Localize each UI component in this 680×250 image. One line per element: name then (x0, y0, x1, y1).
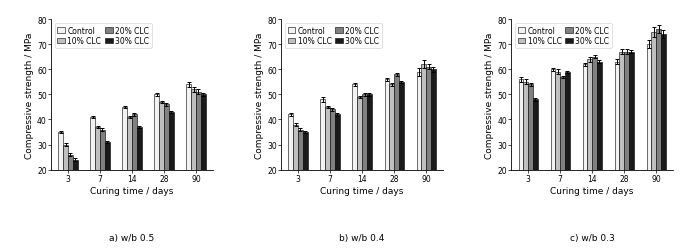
Bar (592, 58, 597, 220)
Bar (426, 68, 431, 220)
Bar (186, 85, 191, 220)
Bar (551, 70, 556, 220)
Bar (137, 128, 141, 220)
Bar (164, 105, 169, 220)
Bar (169, 112, 173, 220)
Bar (629, 52, 634, 220)
Bar (384, 80, 390, 220)
Bar (330, 110, 335, 220)
Bar (661, 35, 666, 220)
Bar (303, 132, 307, 220)
Bar (431, 70, 436, 220)
Bar (132, 115, 137, 220)
Bar (105, 142, 109, 220)
Bar (362, 95, 367, 220)
Bar (615, 62, 619, 220)
Bar (394, 75, 399, 220)
Bar (583, 65, 588, 220)
Bar (352, 85, 357, 220)
Legend: Control, 10% CLC, 20% CLC, 30% CLC: Control, 10% CLC, 20% CLC, 30% CLC (55, 24, 152, 48)
Bar (597, 62, 602, 220)
Bar (399, 82, 404, 220)
Bar (95, 128, 100, 220)
Bar (298, 130, 303, 220)
Legend: Control, 10% CLC, 20% CLC, 30% CLC: Control, 10% CLC, 20% CLC, 30% CLC (285, 24, 381, 48)
Bar (651, 32, 656, 220)
Y-axis label: Compressive strength / MPa: Compressive strength / MPa (256, 32, 265, 158)
Bar (624, 52, 629, 220)
Bar (619, 52, 624, 220)
Bar (122, 108, 127, 220)
Bar (367, 95, 372, 220)
Bar (196, 92, 201, 220)
Bar (417, 72, 422, 220)
Text: a) w/b 0.5: a) w/b 0.5 (109, 233, 154, 242)
Bar (325, 108, 330, 220)
Bar (288, 115, 293, 220)
Bar (524, 82, 528, 220)
Bar (201, 95, 205, 220)
Bar (58, 132, 63, 220)
Bar (656, 30, 661, 220)
Bar (68, 155, 73, 220)
Bar (647, 45, 651, 220)
Text: c) w/b 0.3: c) w/b 0.3 (570, 233, 615, 242)
Bar (422, 65, 426, 220)
X-axis label: Curing time / days: Curing time / days (90, 186, 173, 195)
Bar (320, 100, 325, 220)
Bar (100, 130, 105, 220)
Bar (293, 125, 298, 220)
Bar (560, 78, 565, 220)
Bar (588, 60, 592, 220)
Bar (154, 95, 159, 220)
Bar (556, 72, 560, 220)
Bar (390, 85, 394, 220)
X-axis label: Curing time / days: Curing time / days (320, 186, 404, 195)
Y-axis label: Compressive strength / MPa: Compressive strength / MPa (486, 32, 494, 158)
Bar (191, 90, 196, 220)
Bar (90, 118, 95, 220)
Bar (533, 100, 538, 220)
Bar (528, 85, 533, 220)
Bar (335, 115, 340, 220)
Bar (63, 145, 68, 220)
Bar (159, 102, 164, 220)
Text: b) w/b 0.4: b) w/b 0.4 (339, 233, 385, 242)
Bar (127, 118, 132, 220)
Y-axis label: Compressive strength / MPa: Compressive strength / MPa (25, 32, 34, 158)
Bar (565, 72, 570, 220)
Bar (519, 80, 524, 220)
Bar (73, 160, 78, 220)
X-axis label: Curing time / days: Curing time / days (551, 186, 634, 195)
Legend: Control, 10% CLC, 20% CLC, 30% CLC: Control, 10% CLC, 20% CLC, 30% CLC (515, 24, 612, 48)
Bar (357, 98, 362, 220)
